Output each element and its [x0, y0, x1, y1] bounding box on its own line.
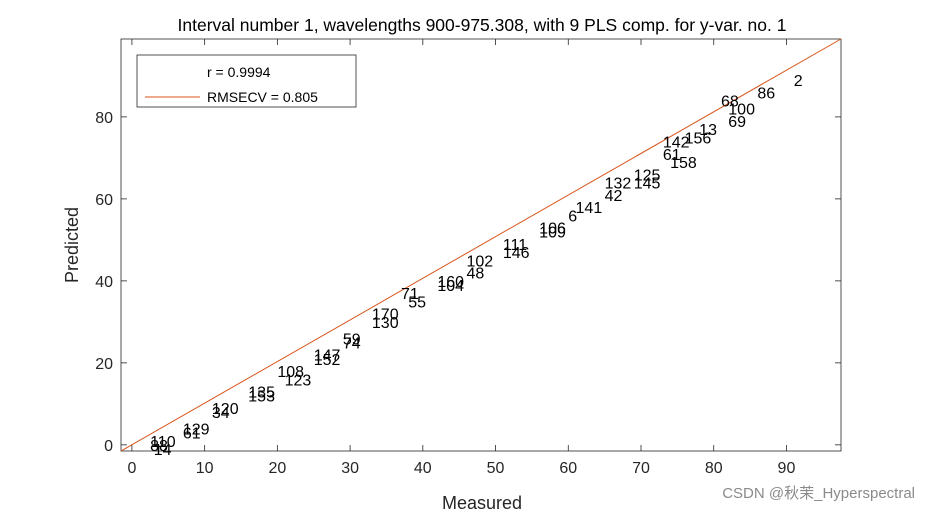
data-point-label: 6 [568, 208, 577, 225]
data-point-label: 135 [248, 385, 275, 402]
data-point-label: 110 [150, 434, 176, 451]
data-point-label: 102 [466, 253, 493, 270]
fit-line-layer [120, 38, 842, 452]
x-tick-label: 20 [268, 460, 286, 477]
data-point-label: 74 [343, 335, 361, 352]
data-point-label: 88 [150, 438, 168, 455]
x-tick-label: 40 [414, 460, 432, 477]
x-tick-label: 50 [487, 460, 505, 477]
y-tick-label: 0 [104, 438, 113, 455]
x-tick-label: 70 [632, 460, 650, 477]
data-point-label: 125 [634, 167, 661, 184]
data-point-label: 13 [699, 122, 717, 139]
data-point-label: 120 [212, 401, 239, 418]
data-point-label: 158 [670, 155, 697, 172]
data-point-label: 2 [794, 73, 803, 90]
x-tick-label: 80 [705, 460, 723, 477]
legend-stat-r: r = 0.9994 [207, 64, 271, 80]
data-point-label: 111 [503, 237, 527, 254]
y-tick-label: 40 [95, 274, 113, 291]
y-axis-label: Predicted [62, 207, 82, 283]
data-point-label: 106 [539, 221, 566, 238]
data-point-label: 42 [605, 188, 623, 205]
legend-box [136, 54, 357, 108]
x-axis-label: Measured [442, 493, 522, 513]
data-point-label: 129 [183, 421, 210, 438]
data-point-label: 61 [183, 426, 201, 443]
x-tick-label: 10 [196, 460, 214, 477]
data-point-label: 68 [721, 93, 739, 110]
data-point-label: 132 [605, 175, 632, 192]
data-point-label: 55 [408, 294, 426, 311]
data-point-label: 142 [663, 134, 690, 151]
data-point-label: 59 [343, 331, 361, 348]
legend-stat-rmsecv: RMSECV = 0.805 [207, 89, 318, 105]
chart-title: Interval number 1, wavelengths 900-975.3… [178, 15, 787, 35]
x-tick-label: 90 [778, 460, 796, 477]
data-point-label: 123 [285, 372, 312, 389]
data-point-label: 146 [503, 245, 530, 262]
data-point-label: 34 [212, 405, 230, 422]
data-point-label: 147 [314, 348, 341, 365]
data-point-label: 71 [401, 286, 419, 303]
data-point-label: 86 [757, 85, 775, 102]
y-axis: 0 20 40 60 80 [95, 110, 841, 455]
data-point-label: 14 [154, 442, 172, 459]
data-point-label: 130 [372, 315, 399, 332]
data-point-label: 108 [277, 364, 304, 381]
x-tick-label: 30 [341, 460, 359, 477]
data-point-label: 109 [539, 225, 566, 242]
y-tick-label: 20 [95, 356, 113, 373]
data-point-label: 156 [685, 130, 712, 147]
data-point-labels: 2866810069131561426115812514513242141610… [150, 73, 803, 459]
data-point-label: 153 [248, 389, 275, 406]
fit-line [120, 38, 842, 452]
data-point-label: 69 [728, 114, 746, 131]
watermark: CSDN @秋茉_Hyperspectral [722, 485, 915, 502]
data-point-label: 145 [634, 175, 661, 192]
data-point-label: 152 [314, 352, 341, 369]
x-axis: 0 10 20 30 40 50 60 70 80 90 [127, 39, 795, 477]
y-tick-label: 80 [95, 110, 113, 127]
data-point-label: 100 [728, 102, 755, 119]
legend: r = 0.9994 RMSECV = 0.805 [136, 54, 357, 108]
y-tick-label: 60 [95, 192, 113, 209]
data-point-label: 61 [663, 147, 681, 164]
data-point-label: 170 [372, 307, 399, 324]
data-point-label: 160 [437, 274, 464, 291]
data-point-label: 48 [466, 266, 484, 283]
data-point-label: 141 [576, 200, 603, 217]
x-tick-label: 0 [127, 460, 136, 477]
data-point-label: 104 [437, 278, 464, 295]
x-tick-label: 60 [559, 460, 577, 477]
